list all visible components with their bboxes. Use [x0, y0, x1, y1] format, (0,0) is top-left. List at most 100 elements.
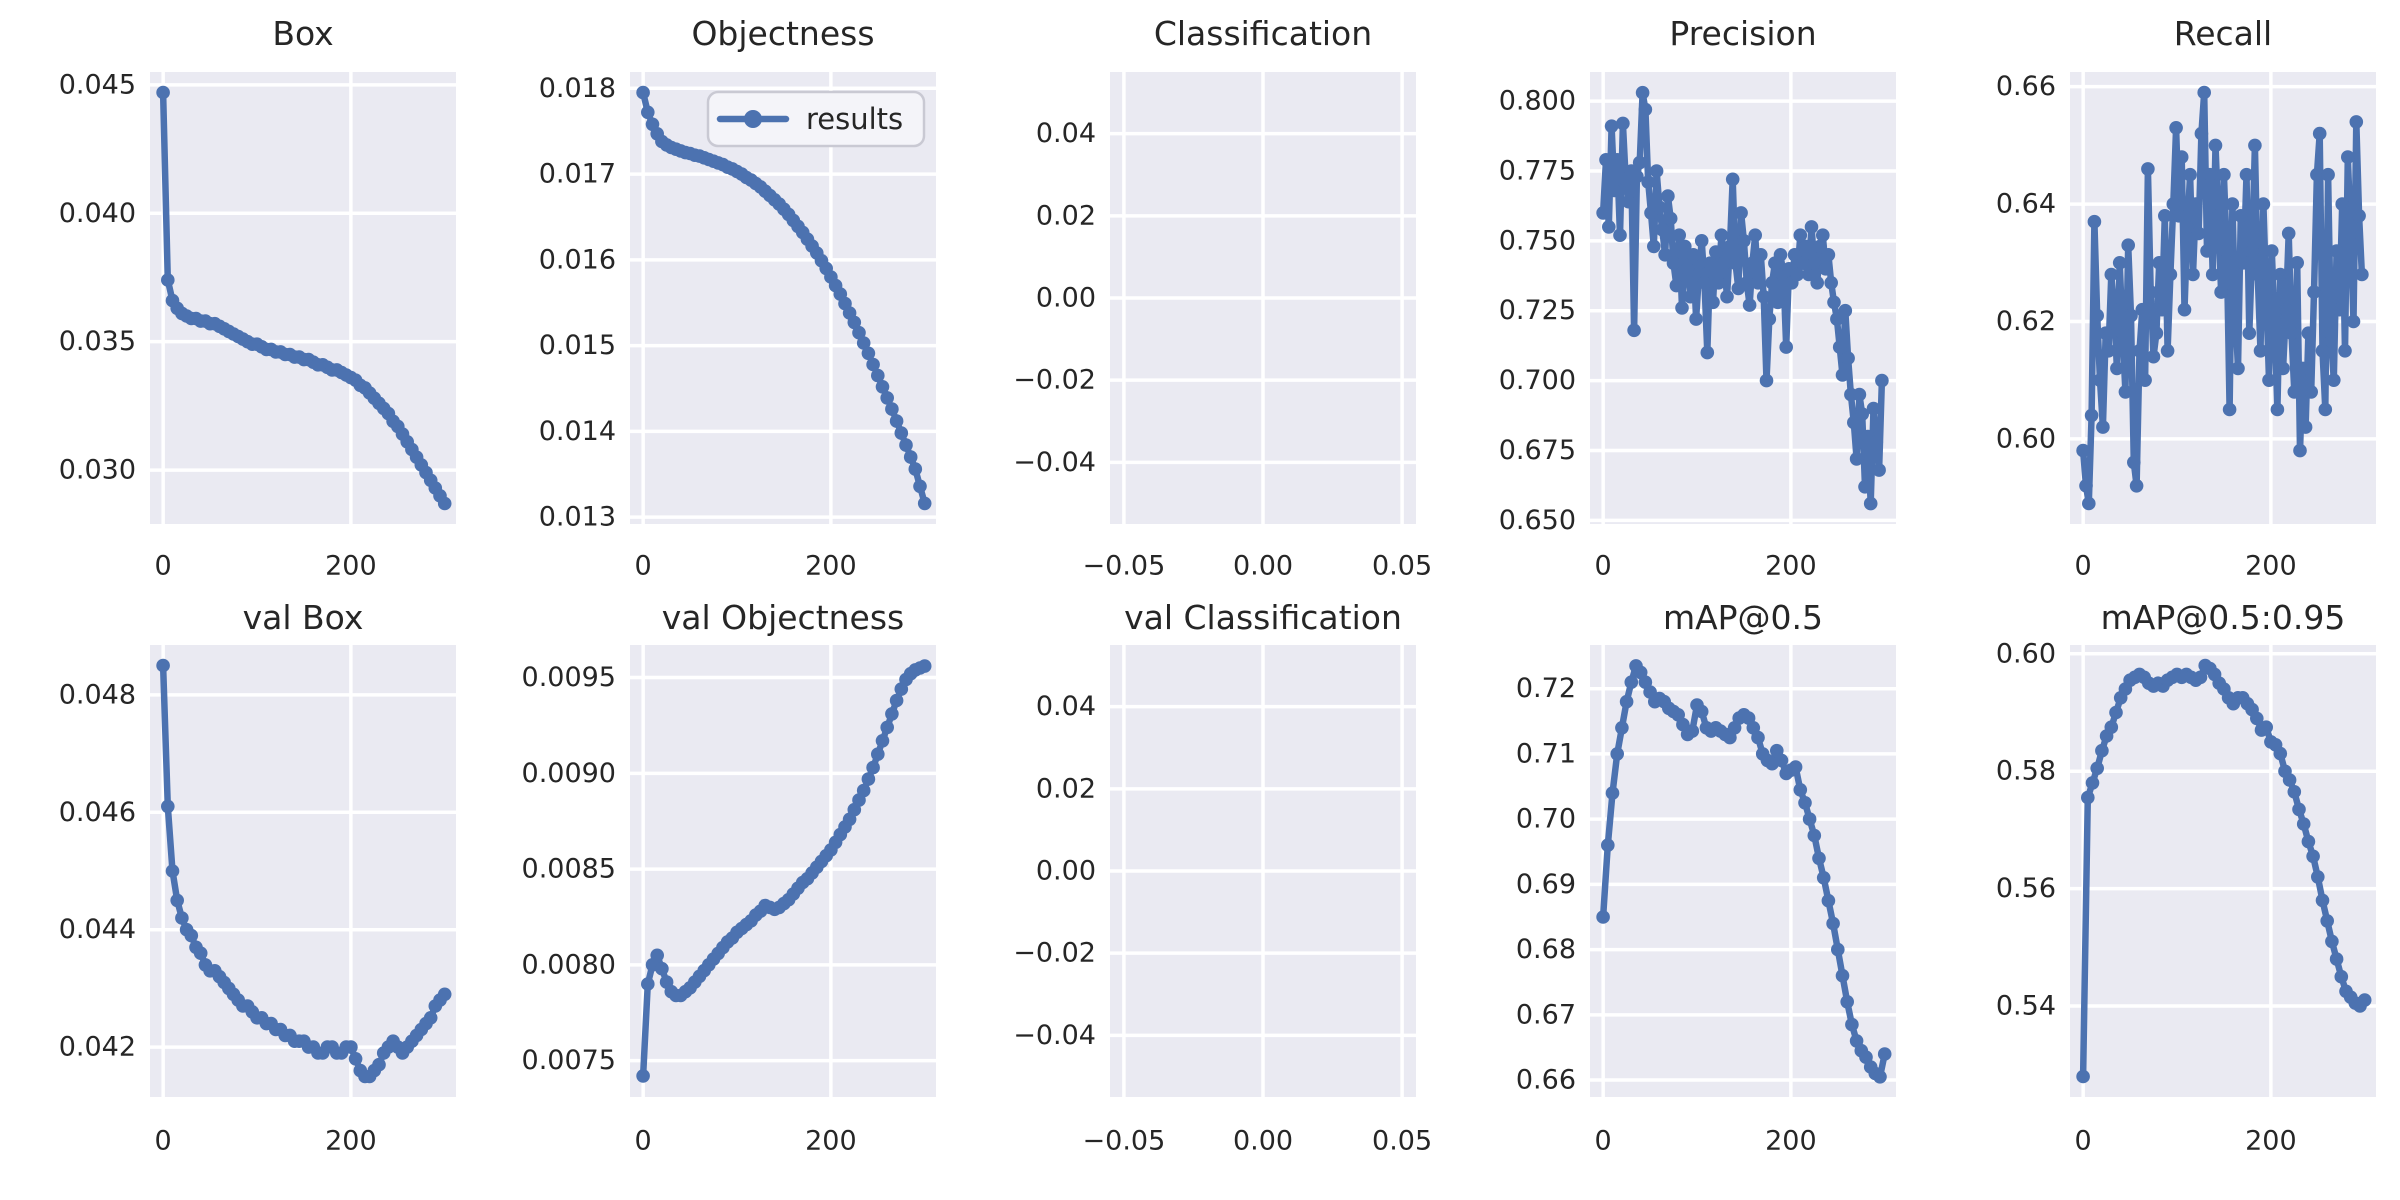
- results-marker: [2194, 126, 2209, 141]
- results-marker: [193, 946, 208, 960]
- y-tick-label: 0.56: [1996, 873, 2056, 904]
- results-marker: [1694, 704, 1709, 719]
- results-marker: [1686, 248, 1701, 262]
- results-marker: [1754, 248, 1768, 262]
- results-marker: [161, 799, 175, 814]
- results-marker: [156, 658, 170, 673]
- results-marker: [2253, 344, 2268, 358]
- results-marker: [1858, 480, 1872, 494]
- results-marker: [2174, 150, 2189, 164]
- results-marker: [880, 720, 894, 735]
- results-marker: [2127, 455, 2141, 470]
- results-marker: [2301, 326, 2316, 341]
- results-marker: [2282, 773, 2297, 787]
- results-marker: [1807, 256, 1822, 271]
- results-marker: [175, 911, 189, 925]
- results-marker: [2189, 197, 2203, 211]
- results-marker: [2177, 302, 2192, 317]
- subplot-map50: mAP@0.5 0.66 0.67 0.68 0.69 0.70 0.71 0.72 0 200: [1440, 598, 1920, 1200]
- results-marker: [2191, 226, 2206, 241]
- x-tick-label: 200: [805, 1126, 857, 1157]
- results-marker: [1748, 228, 1762, 242]
- results-marker: [1635, 85, 1650, 100]
- y-tick-label: 0.045: [59, 69, 136, 100]
- results-marker: [2306, 849, 2320, 864]
- subplot-classification: Classification −0.04 −0.02 0.00 0.02 0.04 −0.…: [960, 0, 1440, 600]
- results-marker: [1596, 910, 1610, 924]
- y-tick-label: 0.650: [1499, 505, 1576, 536]
- results-marker: [2352, 209, 2366, 223]
- results-marker: [641, 977, 655, 991]
- results-marker: [2146, 349, 2161, 364]
- y-tick-label: 0.725: [1499, 295, 1576, 326]
- results-marker: [1787, 248, 1802, 262]
- results-marker: [156, 85, 170, 100]
- results-marker: [1689, 312, 1703, 326]
- y-tick-label: 0.60: [1996, 638, 2056, 669]
- results-marker: [1610, 153, 1624, 167]
- results-marker: [2276, 361, 2290, 376]
- results-marker: [1599, 153, 1613, 167]
- results-marker: [2239, 167, 2254, 182]
- results-marker: [2262, 373, 2276, 388]
- plot-canvas-val-box: 0.042 0.044 0.046 0.048 0 200: [59, 645, 456, 1157]
- results-marker: [1672, 228, 1686, 242]
- results-marker: [170, 893, 184, 908]
- results-marker: [2149, 326, 2164, 341]
- y-tick-label: 0.04: [1036, 691, 1096, 722]
- plot-canvas-classification: −0.04 −0.02 0.00 0.02 0.04 −0.05 0.00 0.05: [1013, 72, 1432, 582]
- results-marker: [2109, 705, 2123, 720]
- results-marker: [889, 693, 904, 708]
- results-marker: [917, 659, 932, 673]
- results-marker: [1666, 256, 1681, 271]
- results-marker: [1840, 995, 1854, 1009]
- results-marker: [1802, 812, 1817, 826]
- results-marker: [1742, 298, 1757, 312]
- results-marker: [2311, 870, 2325, 884]
- results-marker: [1678, 239, 1692, 254]
- x-tick-label: 0: [635, 551, 652, 582]
- x-tick-label: 0.00: [1233, 1126, 1293, 1157]
- results-marker: [1821, 893, 1836, 908]
- results-marker: [885, 402, 899, 416]
- results-marker: [1756, 289, 1771, 304]
- results-marker: [1765, 276, 1779, 290]
- x-tick-label: 200: [1765, 551, 1817, 582]
- y-tick-label: 0.016: [539, 244, 616, 275]
- results-marker: [2155, 302, 2169, 317]
- y-tick-label: 0.0090: [522, 758, 616, 789]
- results-marker: [2186, 267, 2200, 282]
- results-marker: [2324, 326, 2338, 341]
- results-marker: [1852, 387, 1867, 402]
- results-marker: [2085, 776, 2100, 790]
- results-marker: [1740, 276, 1754, 290]
- y-tick-label: 0.775: [1499, 155, 1576, 186]
- y-tick-label: 0.04: [1036, 118, 1096, 149]
- results-marker: [348, 1052, 363, 1066]
- results-marker: [1835, 968, 1850, 983]
- x-tick-label: 0.05: [1372, 551, 1432, 582]
- results-marker: [1658, 248, 1672, 262]
- results-marker: [2098, 326, 2113, 341]
- results-marker: [2267, 314, 2282, 329]
- results-marker: [423, 1011, 438, 1025]
- results-marker: [871, 747, 885, 761]
- results-marker: [913, 479, 927, 494]
- results-marker: [2084, 408, 2099, 423]
- plot-canvas-val-classification: −0.04 −0.02 0.00 0.02 0.04 −0.05 0.00 0.05: [1013, 645, 1432, 1157]
- plot-canvas-val-objectness: 0.0075 0.0080 0.0085 0.0090 0.0095 0 200: [522, 645, 936, 1157]
- y-tick-label: 0.013: [539, 502, 616, 533]
- results-marker: [2211, 209, 2226, 223]
- results-marker: [1627, 323, 1641, 338]
- results-marker: [372, 1057, 386, 1072]
- results-marker: [880, 391, 894, 405]
- results-marker: [1615, 721, 1629, 735]
- results-marker: [2200, 244, 2214, 258]
- plot-canvas-map50-95: 0.54 0.56 0.58 0.60 0 200: [1996, 638, 2376, 1157]
- results-marker: [165, 864, 180, 878]
- results-marker: [2205, 267, 2220, 282]
- x-tick-label: 200: [2245, 1126, 2297, 1157]
- results-marker: [2270, 402, 2285, 417]
- results-marker: [2118, 385, 2133, 399]
